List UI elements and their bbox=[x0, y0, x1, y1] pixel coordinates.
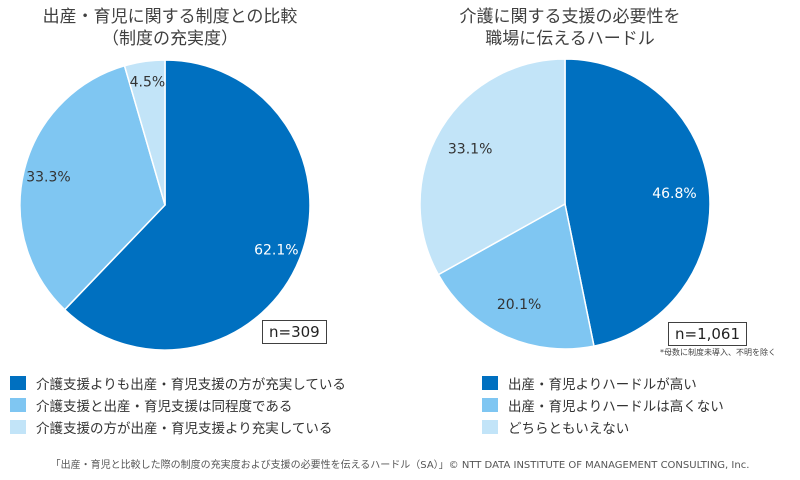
slice-label-3: 33.1% bbox=[448, 141, 492, 157]
legend-label: どちらともいえない bbox=[508, 421, 630, 437]
right-note: *母数に制度未導入、不明を除く bbox=[660, 348, 776, 357]
left-chart-title: 出産・育児に関する制度との比較 （制度の充実度） bbox=[20, 6, 320, 50]
legend-swatch bbox=[10, 420, 26, 434]
right-title-line2: 職場に伝えるハードル bbox=[485, 29, 655, 49]
legend-item-1: 介護支援よりも出産・育児支援の方が充実している bbox=[10, 372, 346, 394]
legend-label: 出産・育児よりハードルが高い bbox=[508, 377, 697, 393]
left-legend: 介護支援よりも出産・育児支援の方が充実している 介護支援と出産・育児支援は同程度で… bbox=[10, 372, 346, 438]
left-sample-size: n=309 bbox=[262, 320, 327, 344]
legend-label: 介護支援よりも出産・育児支援の方が充実している bbox=[36, 377, 346, 393]
right-pie-chart: 46.8% 20.1% 33.1% bbox=[419, 58, 711, 350]
legend-label: 介護支援の方が出産・育児支援より充実している bbox=[36, 421, 333, 437]
legend-item-3: どちらともいえない bbox=[482, 416, 724, 438]
legend-swatch bbox=[10, 376, 26, 390]
left-title-line2: （制度の充実度） bbox=[102, 29, 238, 49]
right-legend: 出産・育児よりハードルが高い出産・育児よりハードルは高くない どちらともいえない bbox=[482, 372, 724, 438]
pie-slice-3 bbox=[123, 59, 166, 206]
slice-label-2: 20.1% bbox=[497, 297, 541, 313]
legend-item-1: 出産・育児よりハードルが高い bbox=[482, 372, 724, 394]
pie-slice-2 bbox=[19, 64, 166, 311]
right-chart-title: 介護に関する支援の必要性を 職場に伝えるハードル bbox=[420, 6, 720, 50]
right-sample-size: n=1,061 bbox=[668, 322, 748, 346]
legend-swatch bbox=[482, 376, 498, 390]
pie-slice-1 bbox=[63, 59, 311, 351]
pie-slice-3 bbox=[419, 58, 566, 276]
legend-swatch bbox=[10, 398, 26, 412]
left-pie-chart: 62.1% 33.3% 4.5% bbox=[19, 59, 311, 351]
slice-label-1: 46.8% bbox=[652, 186, 696, 202]
legend-label: 出産・育児よりハードルは高くない bbox=[508, 399, 724, 415]
slice-label-1: 62.1% bbox=[254, 243, 298, 259]
legend-item-3: 介護支援の方が出産・育児支援より充実している bbox=[10, 416, 346, 438]
right-title-line1: 介護に関する支援の必要性を bbox=[459, 7, 681, 27]
legend-swatch bbox=[482, 420, 498, 434]
slice-label-2: 33.3% bbox=[26, 169, 70, 185]
legend-swatch bbox=[482, 398, 498, 412]
footer-credit: 「出産・育児と比較した際の制度の充実度および支援の必要性を伝えるハードル（SA）… bbox=[50, 460, 750, 471]
pie-slice-2 bbox=[437, 202, 595, 350]
slice-label-3: 4.5% bbox=[130, 75, 166, 91]
legend-item-2: 出産・育児よりハードルは高くない bbox=[482, 394, 724, 416]
left-title-line1: 出産・育児に関する制度との比較 bbox=[42, 7, 298, 27]
pie-slice-1 bbox=[564, 58, 711, 347]
legend-item-2: 介護支援と出産・育児支援は同程度である bbox=[10, 394, 346, 416]
legend-label: 介護支援と出産・育児支援は同程度である bbox=[36, 399, 293, 415]
